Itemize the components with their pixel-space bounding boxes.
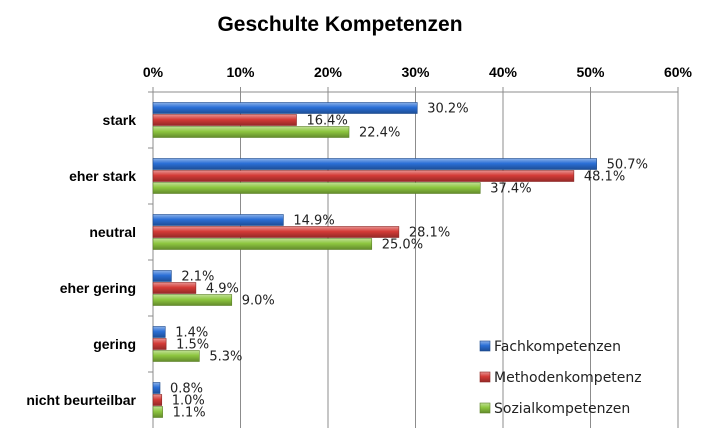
bar — [152, 170, 575, 182]
x-tick-label: 30% — [401, 64, 430, 80]
bar — [152, 350, 200, 362]
data-label: 1.0% — [172, 394, 205, 409]
bar — [152, 282, 197, 294]
data-label: 16.4% — [307, 114, 348, 129]
bar — [152, 214, 284, 226]
category-label: nicht beurteilbar — [26, 392, 136, 408]
data-label: 9.0% — [242, 294, 275, 309]
data-label: 4.9% — [206, 282, 239, 297]
bar — [152, 158, 597, 170]
category-label: gering — [93, 336, 136, 352]
data-label: 1.4% — [175, 326, 208, 341]
data-labels: 30.2% 16.4% 22.4% 50.7%48.1% 37.4% 14.9% 28.1%… — [170, 102, 648, 421]
data-label: 50.7% — [607, 158, 648, 173]
data-label: 22.4% — [359, 126, 400, 141]
data-label: 1.1% — [173, 406, 206, 421]
bar — [152, 338, 167, 350]
legend-label: Fachkompetenzen — [494, 339, 621, 355]
data-label: 28.1% — [409, 226, 450, 241]
bar — [152, 114, 297, 126]
category-label: eher gering — [60, 280, 136, 296]
chart-title: Geschulte Kompetenzen — [217, 13, 462, 36]
bar — [152, 226, 400, 238]
data-label: 37.4% — [490, 182, 531, 197]
legend-label: Sozialkompetenzen — [494, 401, 630, 417]
bar — [152, 126, 350, 138]
data-label: 48.1% — [584, 170, 625, 185]
axes: 0% 10% 20% 30% 40% 50% 60% stark eher stark neutr… — [26, 64, 693, 428]
bars — [152, 102, 597, 418]
bar — [152, 238, 373, 250]
data-label: 14.9% — [293, 214, 334, 229]
legend-swatch — [479, 371, 491, 383]
bar — [152, 294, 233, 306]
bar — [152, 382, 161, 394]
x-tick-label: 50% — [576, 64, 605, 80]
x-tick-label: 20% — [314, 64, 343, 80]
data-label: 1.5% — [176, 338, 209, 353]
data-label: 0.8% — [170, 382, 203, 397]
bar — [152, 326, 166, 338]
x-tick-label: 10% — [226, 64, 255, 80]
bar — [152, 394, 163, 406]
category-label: neutral — [89, 224, 136, 240]
bar — [152, 270, 172, 282]
legend-swatch — [479, 402, 491, 414]
category-label: stark — [103, 112, 137, 128]
x-tick-label: 0% — [143, 64, 164, 80]
bar — [152, 102, 418, 114]
x-tick-label: 40% — [489, 64, 518, 80]
bar — [152, 182, 481, 194]
data-label: 2.1% — [181, 270, 214, 285]
legend-label: Methodenkompetenz — [494, 370, 642, 386]
grid — [152, 92, 679, 428]
bar — [152, 406, 163, 418]
legend-swatch — [479, 340, 491, 352]
legend: Fachkompetenzen Methodenkompetenz Sozialko… — [479, 339, 642, 417]
x-tick-label: 60% — [664, 64, 693, 80]
data-label: 25.0% — [382, 238, 423, 253]
data-label: 5.3% — [209, 350, 242, 365]
data-label: 30.2% — [427, 102, 468, 117]
category-label: eher stark — [69, 168, 136, 184]
